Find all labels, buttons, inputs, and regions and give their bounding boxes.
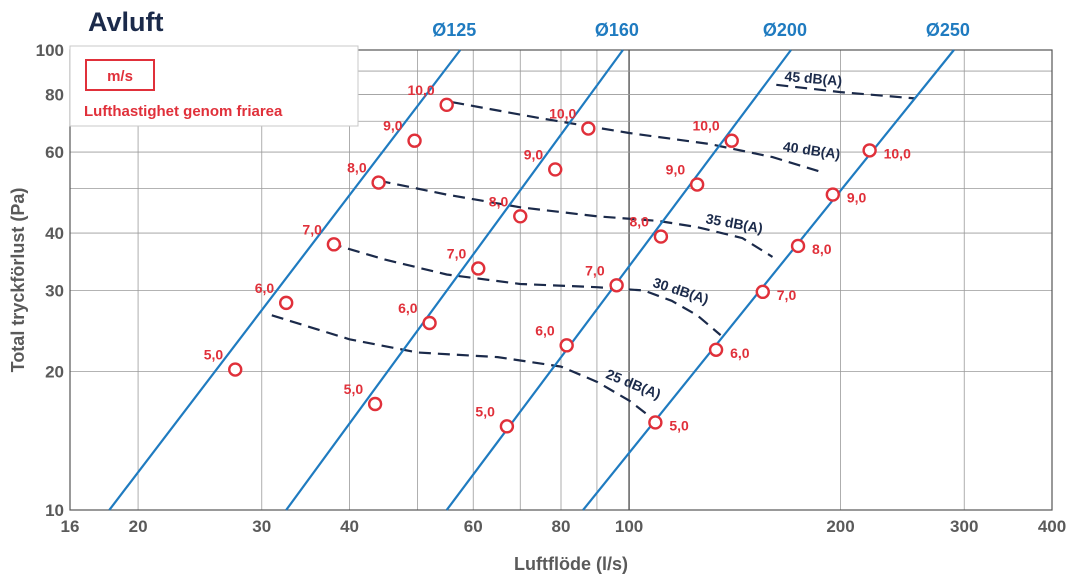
- y-tick-label: 20: [45, 363, 64, 382]
- duct-label: Ø250: [926, 20, 970, 40]
- velocity-label: 7,0: [447, 245, 467, 261]
- y-tick-label: 100: [36, 41, 64, 60]
- duct-line: [285, 49, 624, 511]
- x-tick-label: 200: [826, 517, 854, 536]
- x-axis-label: Luftflöde (l/s): [514, 554, 628, 574]
- velocity-label: 10,0: [692, 118, 719, 134]
- velocity-marker: [548, 162, 563, 177]
- velocity-marker: [559, 338, 574, 353]
- y-tick-label: 30: [45, 282, 64, 301]
- velocity-marker: [755, 284, 770, 300]
- noise-curve: [776, 83, 915, 100]
- velocity-label: 6,0: [535, 322, 555, 338]
- velocity-label: 10,0: [407, 82, 434, 98]
- velocity-marker: [609, 278, 624, 293]
- velocity-marker: [407, 133, 422, 148]
- velocity-label: 7,0: [777, 287, 797, 303]
- velocity-marker: [648, 415, 663, 430]
- x-tick-label: 20: [129, 517, 148, 536]
- velocity-label: 9,0: [847, 190, 867, 206]
- x-tick-label: 80: [552, 517, 571, 536]
- velocity-label: 5,0: [344, 381, 364, 397]
- velocity-marker: [278, 295, 294, 311]
- duct-line: [108, 49, 462, 511]
- velocity-marker: [708, 342, 724, 357]
- y-axis-label: Total tryckförlust (Pa): [8, 188, 28, 373]
- x-tick-label: 100: [615, 517, 643, 536]
- velocity-marker: [422, 315, 437, 331]
- velocity-marker: [825, 187, 841, 202]
- duct-label: Ø125: [432, 20, 476, 40]
- velocity-marker: [724, 133, 739, 148]
- y-tick-label: 80: [45, 86, 64, 105]
- x-tick-label: 30: [252, 517, 271, 536]
- velocity-label: 6,0: [730, 345, 750, 361]
- velocity-label: 10,0: [549, 106, 576, 122]
- x-tick-label: 400: [1038, 517, 1066, 536]
- plot-frame: [69, 49, 1053, 511]
- y-tick-label: 40: [45, 224, 64, 243]
- velocity-label: 8,0: [629, 214, 649, 230]
- velocity-label: 8,0: [347, 160, 367, 176]
- velocity-marker: [653, 229, 669, 244]
- velocity-label: 7,0: [302, 221, 322, 237]
- velocity-marker: [471, 261, 486, 276]
- velocity-marker: [862, 143, 877, 158]
- duct-label: Ø160: [595, 20, 639, 40]
- legend-unit-box: [85, 59, 155, 91]
- y-tick-label: 10: [45, 501, 64, 520]
- velocity-points: 5,0 6,0 7,0 8,0 9,0 10,0 5,0 6,0 7,0 8,0 9,0 10,0 5,…: [204, 82, 911, 434]
- velocity-label: 5,0: [475, 403, 495, 419]
- noise-curve: [378, 179, 774, 258]
- x-tick-label: 300: [950, 517, 978, 536]
- velocity-label: 5,0: [204, 347, 224, 363]
- x-tick-label: 60: [464, 517, 483, 536]
- velocity-marker: [581, 121, 596, 136]
- velocity-label: 7,0: [585, 262, 605, 278]
- velocity-label: 8,0: [489, 193, 509, 209]
- grid: [70, 50, 1052, 510]
- velocity-label: 9,0: [666, 162, 686, 178]
- velocity-label: 5,0: [669, 417, 689, 433]
- velocity-label: 9,0: [383, 118, 403, 134]
- noise-curve: [329, 242, 722, 336]
- velocity-label: 6,0: [255, 280, 275, 296]
- velocity-marker: [326, 237, 342, 252]
- legend: m/s Lufthastighet genom friarea: [69, 45, 359, 127]
- x-tick-label: 16: [61, 517, 80, 536]
- legend-title: m/s: [107, 68, 133, 85]
- velocity-marker: [371, 175, 386, 190]
- velocity-marker: [367, 396, 383, 412]
- noise-curve: [452, 101, 826, 175]
- duct-label: Ø200: [763, 20, 807, 40]
- y-tick-label: 60: [45, 143, 64, 162]
- velocity-marker: [513, 209, 528, 224]
- noise-curve-label: 45 dB(A): [784, 68, 843, 89]
- noise-curve: [271, 314, 654, 420]
- x-tick-label: 40: [340, 517, 359, 536]
- velocity-marker: [689, 177, 705, 192]
- legend-subtitle: Lufthastighet genom friarea: [84, 103, 283, 120]
- chart-title: Avluft: [88, 7, 164, 37]
- velocity-label: 8,0: [812, 241, 832, 257]
- duct-line: [582, 49, 955, 511]
- velocity-label: 6,0: [398, 300, 418, 316]
- axis-ticks: 16 20 30 40 60 80 100 200 300 400 10 20 30 40 60 80 100: [36, 41, 1067, 536]
- velocity-marker: [228, 362, 243, 377]
- velocity-label: 10,0: [884, 145, 911, 161]
- velocity-label: 9,0: [524, 146, 544, 162]
- velocity-marker: [439, 97, 454, 113]
- velocity-marker: [499, 419, 515, 434]
- velocity-marker: [790, 238, 806, 254]
- noise-curve-label: 40 dB(A): [782, 138, 841, 162]
